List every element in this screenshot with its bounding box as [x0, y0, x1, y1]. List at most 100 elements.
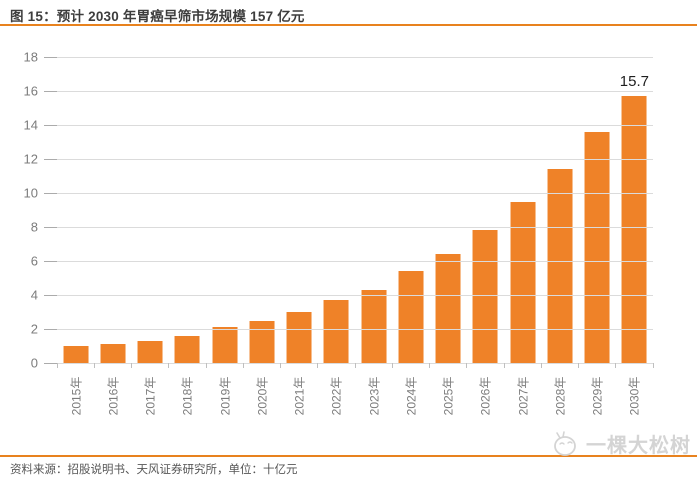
x-label-cell: 2018年 — [169, 367, 206, 425]
bar-cell — [57, 57, 94, 363]
plot-area: 15.7 — [57, 56, 653, 364]
bar-cell — [355, 57, 392, 363]
bar — [137, 340, 163, 363]
title-divider — [0, 24, 697, 26]
x-axis-label: 2016年 — [106, 376, 121, 416]
x-axis-label: 2026年 — [478, 376, 493, 416]
x-axis-label: 2028年 — [553, 376, 568, 416]
bar-cell: 15.7 — [616, 57, 653, 363]
bar-cell — [281, 57, 318, 363]
x-axis-label: 2022年 — [329, 376, 344, 416]
bars: 15.7 — [57, 57, 653, 363]
gridline — [57, 124, 653, 126]
x-label-cell: 2021年 — [281, 367, 318, 425]
bar — [435, 254, 461, 363]
x-axis-boundary-tick — [615, 363, 617, 368]
y-axis-label: 14 — [23, 117, 38, 133]
bar — [249, 320, 275, 363]
y-axis-label: 16 — [23, 83, 38, 99]
gridline — [57, 328, 653, 330]
bar — [398, 271, 424, 363]
bar — [212, 327, 238, 363]
x-axis-boundary-tick — [652, 363, 654, 368]
x-axis-boundary-tick — [578, 363, 579, 368]
watermark-label: 一棵大松树 — [586, 434, 691, 457]
figure-title: 图 15：预计 2030 年胃癌早筛市场规模 157 亿元 — [10, 9, 305, 24]
x-axis-boundary-tick — [391, 363, 393, 368]
bar — [584, 131, 610, 363]
bar-cell — [579, 57, 616, 363]
bar — [510, 201, 536, 363]
bar-cell — [169, 57, 206, 363]
x-label-cell: 2017年 — [132, 367, 169, 425]
bar — [323, 300, 349, 363]
x-label-cell: 2019年 — [206, 367, 243, 425]
x-axis-boundary-tick — [56, 363, 58, 368]
x-axis-label: 2029年 — [590, 376, 605, 416]
y-axis-tick — [44, 260, 58, 262]
y-axis-label: 10 — [23, 185, 38, 201]
x-label-cell: 2028年 — [541, 367, 578, 425]
bar — [621, 96, 647, 363]
y-axis: 0 2 4 6 8 10 12 14 16 18 — [0, 51, 38, 370]
x-label-cell: 2027年 — [504, 367, 541, 425]
watermark: 一棵大松树 — [551, 428, 691, 458]
x-axis-boundary-tick — [168, 363, 170, 368]
y-axis-label: 6 — [30, 253, 38, 269]
gridline — [57, 90, 653, 92]
x-label-cell: 2025年 — [430, 367, 467, 425]
bar-cell — [94, 57, 131, 363]
bar — [174, 335, 200, 363]
y-axis-tick — [44, 192, 58, 194]
x-label-cell: 2030年 — [616, 367, 653, 425]
bar-cell — [132, 57, 169, 363]
bar-cell — [392, 57, 429, 363]
x-axis-ticks — [56, 363, 654, 368]
x-axis-label: 2019年 — [218, 376, 233, 416]
gridline — [57, 192, 653, 194]
x-axis-label: 2020年 — [255, 376, 270, 416]
x-label-cell: 2024年 — [392, 367, 429, 425]
bar — [100, 344, 126, 363]
x-axis-boundary-tick — [93, 363, 95, 368]
x-axis-boundary-tick — [354, 363, 356, 368]
x-label-cell: 2022年 — [318, 367, 355, 425]
gridline — [57, 158, 653, 160]
y-axis-tick — [44, 294, 58, 296]
y-axis-label: 18 — [23, 49, 38, 65]
x-axis-boundary-tick — [317, 363, 319, 368]
bar-cell — [243, 57, 280, 363]
y-axis-label: 4 — [30, 287, 38, 303]
x-axis-boundary-tick — [242, 363, 244, 368]
x-axis-label: 2023年 — [367, 376, 382, 416]
y-axis-label: 2 — [30, 321, 38, 337]
x-label-cell: 2016年 — [94, 367, 131, 425]
y-axis-tick — [44, 226, 58, 228]
y-axis-tick — [44, 362, 58, 364]
source-note: 资料来源：招股说明书、天风证券研究所，单位：十亿元 — [10, 464, 298, 476]
x-label-cell: 2020年 — [243, 367, 280, 425]
y-axis-label: 0 — [30, 355, 38, 371]
x-axis-label: 2017年 — [143, 376, 158, 416]
bar-cell — [504, 57, 541, 363]
x-axis-label: 2027年 — [516, 376, 531, 416]
bar-value-label: 15.7 — [619, 73, 649, 91]
bar — [286, 312, 312, 363]
bar-cell — [206, 57, 243, 363]
y-axis-tick — [44, 158, 58, 160]
y-axis-tick — [44, 56, 58, 58]
x-axis-label: 2015年 — [69, 376, 84, 416]
x-axis-boundary-tick — [466, 363, 468, 368]
x-axis-boundary-tick — [131, 363, 132, 368]
x-axis-label: 2030年 — [627, 376, 642, 416]
gridline — [57, 294, 653, 296]
x-label-cell: 2015年 — [57, 367, 94, 425]
y-axis-tick — [44, 124, 58, 126]
gridline — [57, 260, 653, 262]
x-axis-label: 2021年 — [292, 376, 307, 416]
gridline — [57, 56, 653, 58]
y-axis-tick — [44, 328, 58, 330]
x-axis-boundary-tick — [540, 363, 542, 368]
footer-divider — [0, 455, 697, 457]
